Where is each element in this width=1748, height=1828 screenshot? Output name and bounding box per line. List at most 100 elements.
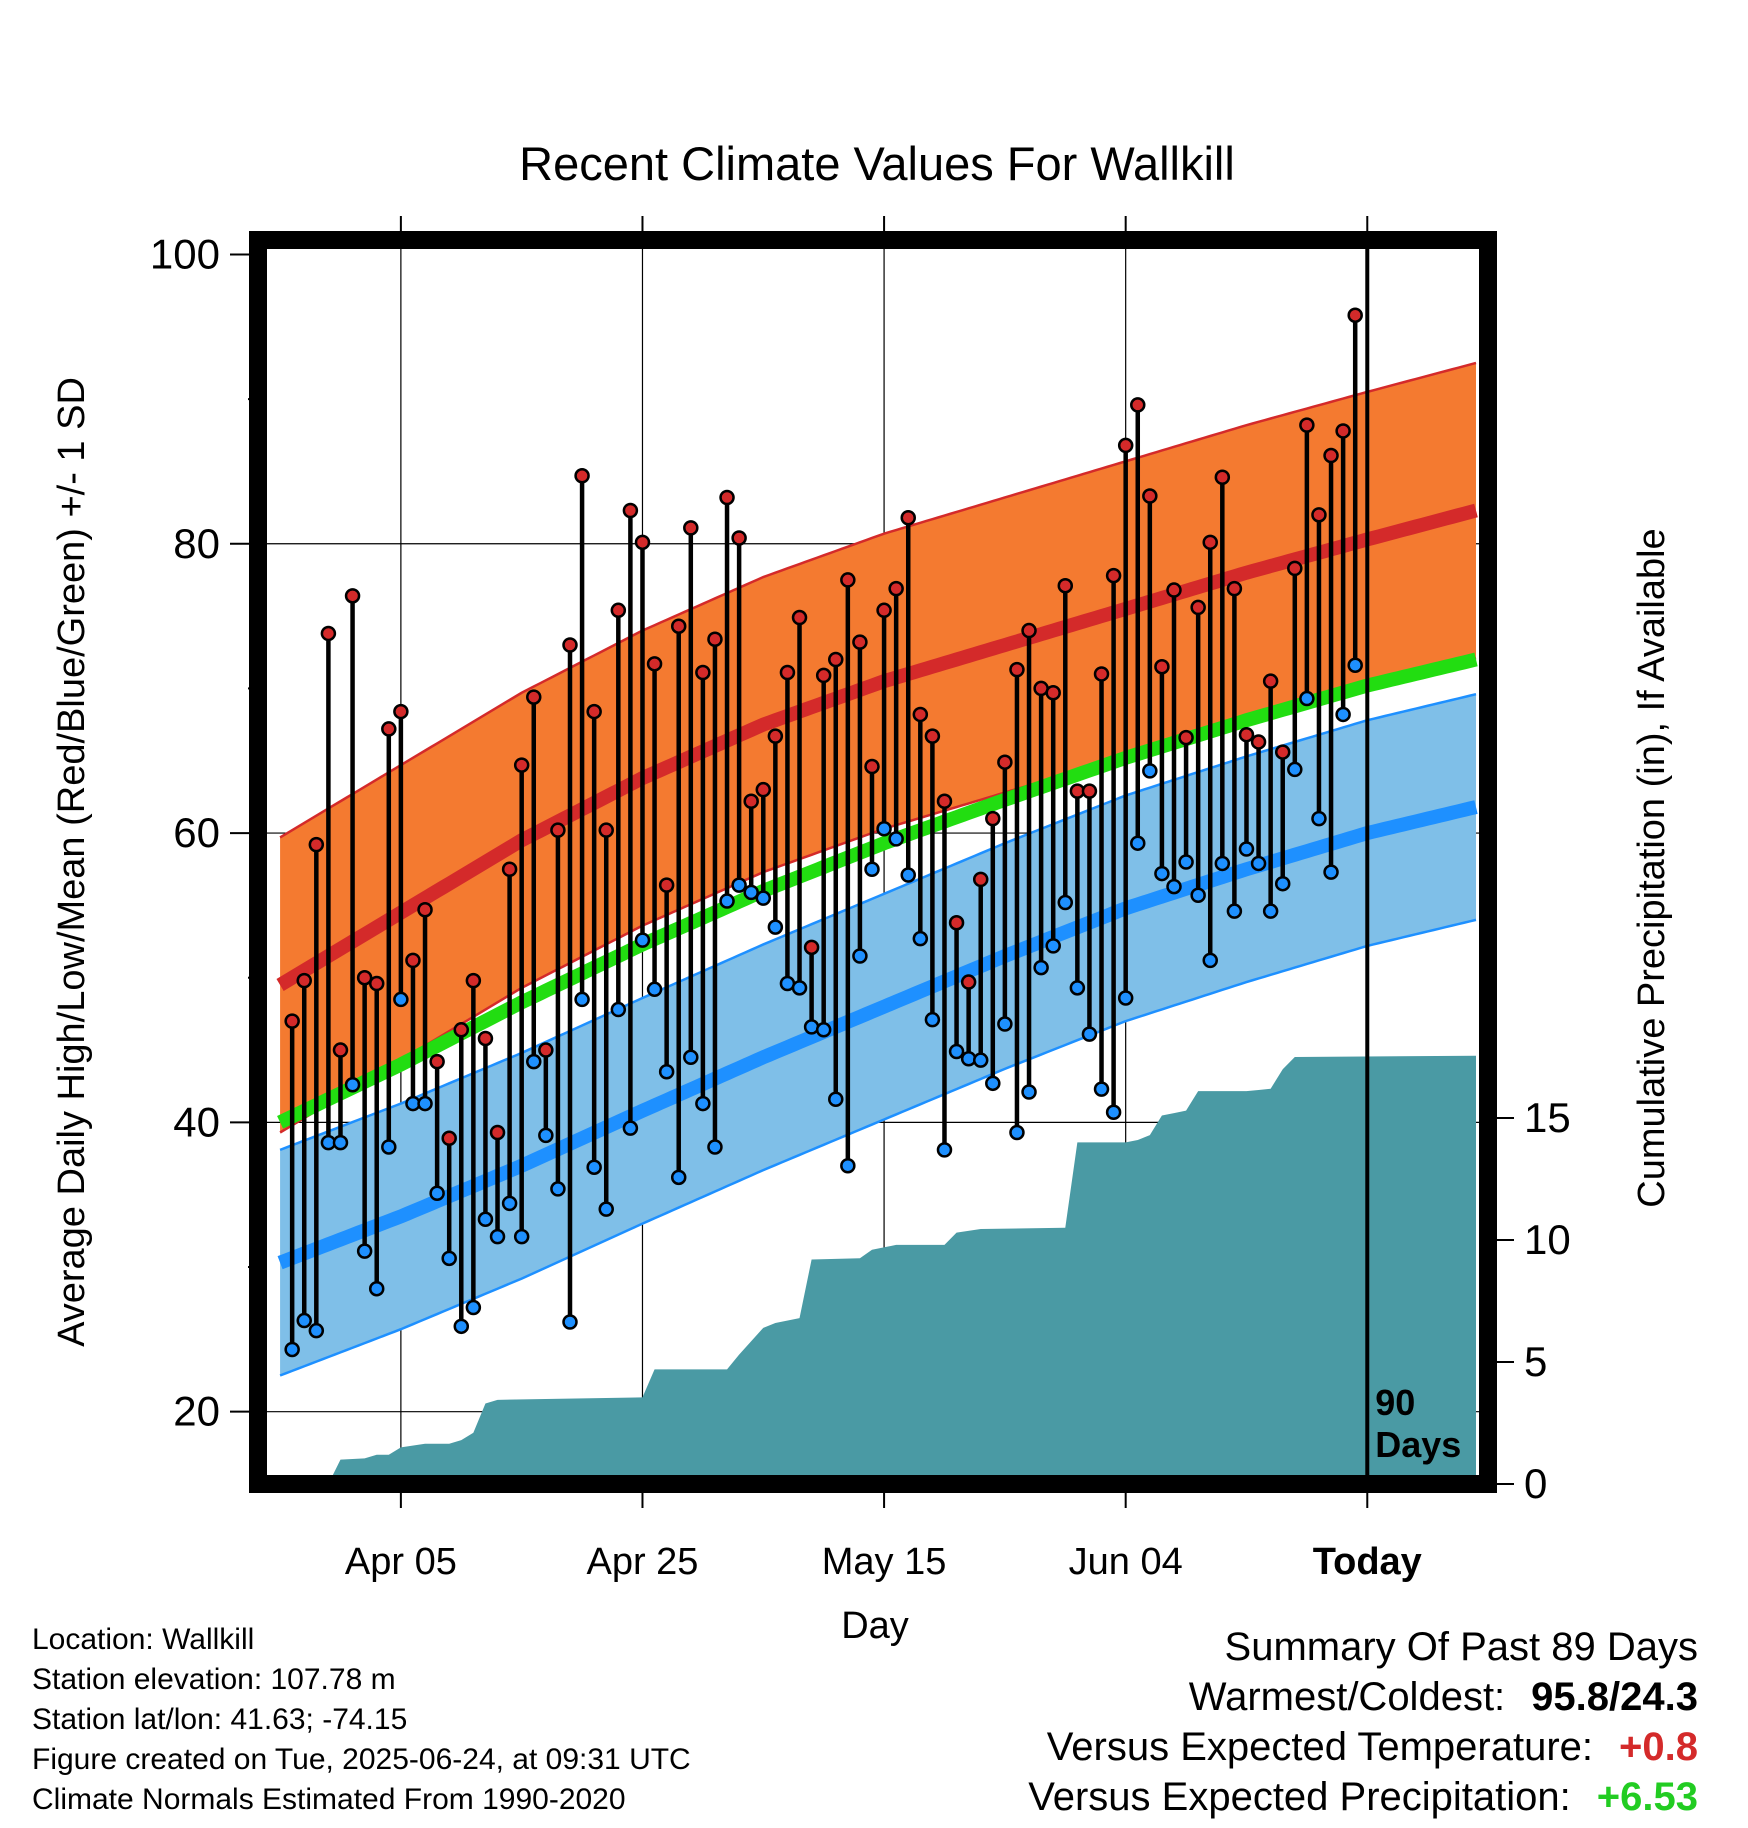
y2-tick-label: 15 bbox=[1524, 1094, 1571, 1141]
low-point bbox=[1093, 1081, 1110, 1097]
high-point bbox=[284, 1013, 300, 1029]
low-point bbox=[1130, 835, 1146, 851]
y2-tick-label: 5 bbox=[1524, 1338, 1547, 1385]
high-point bbox=[441, 1130, 457, 1147]
today-days-word: Days bbox=[1375, 1424, 1461, 1465]
precip-departure-value: +6.53 bbox=[1596, 1775, 1698, 1819]
warm-cold-value: 95.8/24.3 bbox=[1531, 1675, 1698, 1719]
high-point bbox=[719, 489, 735, 506]
low-normal-band bbox=[280, 694, 1477, 1376]
low-point bbox=[1250, 855, 1267, 872]
x-tick-label: Apr 05 bbox=[345, 1541, 457, 1583]
low-point bbox=[683, 1049, 699, 1066]
latlon-text: Station lat/lon: 41.63; -74.15 bbox=[32, 1703, 408, 1736]
high-point bbox=[840, 572, 856, 588]
high-point bbox=[296, 972, 312, 989]
low-point bbox=[1262, 903, 1279, 919]
low-point bbox=[791, 980, 808, 996]
high-point bbox=[755, 781, 772, 798]
low-point bbox=[477, 1211, 494, 1228]
x-tick-label: Today bbox=[1313, 1541, 1422, 1583]
low-point bbox=[344, 1077, 361, 1093]
temp-departure-label: Versus Expected Temperature: bbox=[1046, 1725, 1594, 1769]
high-point bbox=[828, 651, 844, 668]
high-point bbox=[1190, 599, 1206, 616]
high-point bbox=[900, 509, 916, 526]
low-point bbox=[1154, 865, 1170, 882]
low-point bbox=[900, 867, 916, 883]
high-point bbox=[634, 534, 651, 551]
high-point bbox=[1311, 507, 1327, 523]
y-tick-label: 40 bbox=[173, 1098, 220, 1145]
mean-normal-line bbox=[277, 652, 1478, 1129]
high-point bbox=[393, 703, 409, 720]
low-normal-line bbox=[277, 800, 1478, 1270]
high-point bbox=[477, 1030, 494, 1047]
low-point bbox=[985, 1075, 1001, 1092]
high-point bbox=[453, 1022, 470, 1038]
x-axis-label: Day bbox=[841, 1605, 909, 1647]
high-point bbox=[1045, 685, 1061, 701]
precip-departure-label: Versus Expected Precipitation: bbox=[1028, 1775, 1571, 1819]
high-point bbox=[1081, 783, 1098, 799]
high-point bbox=[1130, 397, 1146, 413]
station-info: Location: Wallkill Station elevation: 10… bbox=[32, 1620, 691, 1820]
high-point bbox=[1335, 423, 1351, 439]
low-point bbox=[562, 1314, 578, 1330]
low-point bbox=[381, 1139, 397, 1155]
high-point bbox=[876, 602, 892, 619]
y-tick-label: 20 bbox=[173, 1388, 220, 1435]
low-point bbox=[743, 884, 759, 901]
high-point bbox=[574, 468, 590, 484]
low-point bbox=[598, 1201, 614, 1217]
low-point bbox=[1021, 1084, 1037, 1100]
low-point bbox=[936, 1142, 953, 1158]
y2-axis-label: Cumulative Precipitation (in), If Availa… bbox=[1631, 528, 1673, 1207]
low-point bbox=[417, 1095, 433, 1112]
low-point bbox=[658, 1063, 675, 1080]
precipitation-area bbox=[280, 1055, 1477, 1484]
high-point bbox=[1142, 488, 1158, 504]
high-point bbox=[743, 793, 759, 809]
high-point bbox=[1238, 726, 1255, 743]
high-point bbox=[695, 664, 711, 681]
high-point bbox=[622, 502, 639, 519]
low-point bbox=[489, 1228, 506, 1245]
high-point bbox=[948, 915, 965, 931]
high-point bbox=[381, 721, 397, 737]
daily-stems-layer bbox=[289, 315, 1358, 1350]
high-point bbox=[731, 530, 747, 546]
temp-departure-value: +0.8 bbox=[1619, 1725, 1698, 1769]
today-days-number: 90 bbox=[1375, 1382, 1415, 1423]
high-point bbox=[465, 972, 482, 989]
high-normal-line bbox=[276, 503, 1478, 991]
low-point bbox=[1190, 887, 1206, 904]
y-tick-label: 80 bbox=[173, 520, 220, 567]
low-point bbox=[501, 1195, 518, 1212]
high-point bbox=[344, 588, 361, 604]
high-point bbox=[972, 871, 989, 888]
x-tick-label: Apr 25 bbox=[586, 1541, 698, 1583]
high-point bbox=[586, 703, 602, 720]
high-point bbox=[417, 901, 433, 918]
high-point bbox=[960, 974, 977, 990]
low-point bbox=[815, 1022, 832, 1038]
low-point bbox=[888, 831, 904, 847]
high-point bbox=[707, 631, 723, 647]
high-point bbox=[1226, 580, 1243, 597]
created-text: Figure created on Tue, 2025-06-24, at 09… bbox=[32, 1743, 691, 1776]
low-point bbox=[1142, 763, 1158, 779]
low-point bbox=[719, 893, 735, 909]
low-point bbox=[1202, 952, 1218, 969]
low-point bbox=[308, 1322, 325, 1339]
low-point bbox=[670, 1169, 687, 1186]
low-point bbox=[1057, 894, 1074, 911]
low-point bbox=[356, 1243, 373, 1259]
low-point bbox=[1274, 875, 1291, 892]
high-point bbox=[888, 580, 904, 597]
high-point bbox=[646, 656, 663, 672]
high-point bbox=[1105, 567, 1122, 584]
low-point bbox=[1299, 690, 1315, 707]
low-point bbox=[1323, 864, 1339, 880]
